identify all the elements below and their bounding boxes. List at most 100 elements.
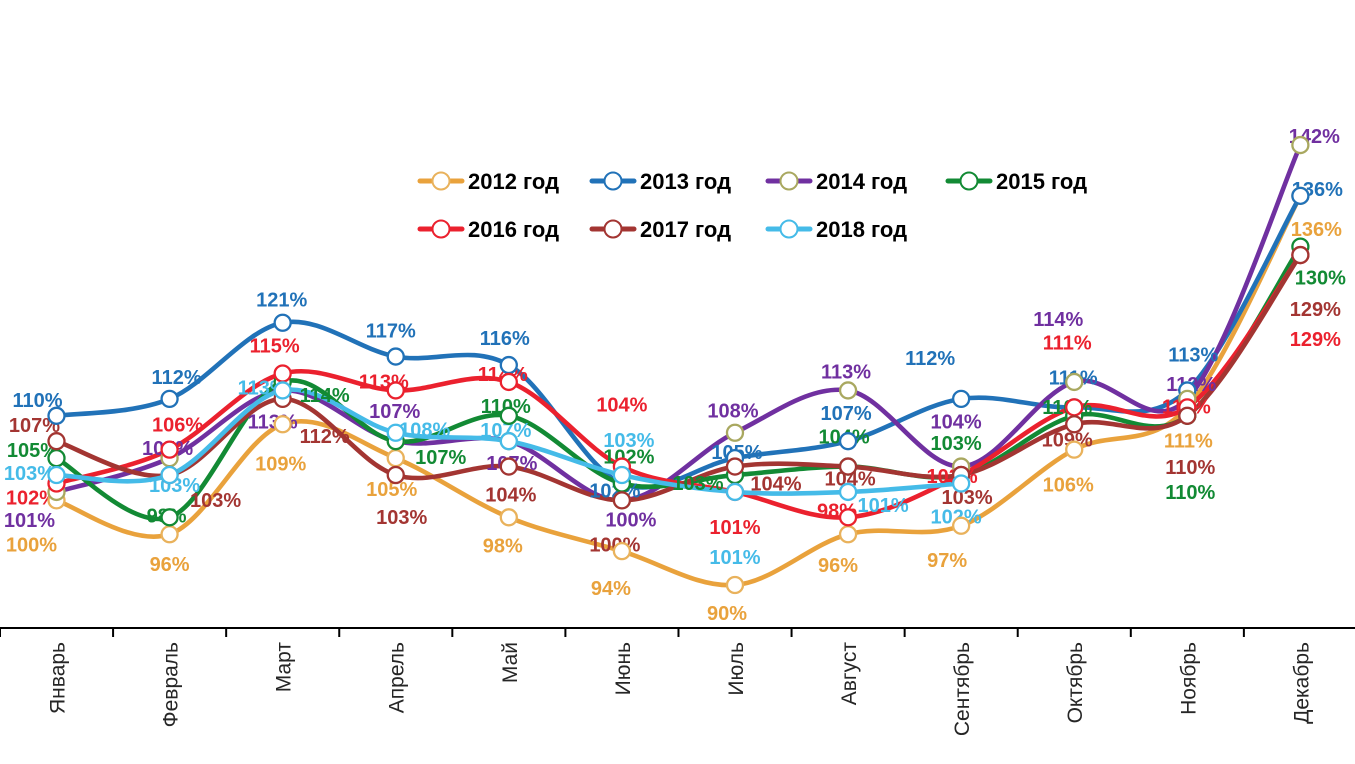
data-label-2016: 111% [1043,332,1092,354]
series-line-2014 [54,142,1303,503]
data-point-2014 [838,381,858,400]
legend-label-2017: 2017 год [640,217,731,242]
data-point-2018 [160,465,179,485]
data-point-2017 [499,457,518,476]
data-label-2012: 90% [707,603,747,625]
legend-swatch-marker-2017 [603,219,623,239]
data-label-2016: 102% [6,487,57,509]
data-point-2016 [160,440,179,459]
data-label-2014: 107% [369,401,420,423]
data-label-2016: 104% [596,395,647,417]
data-label-2018: 103% [4,463,55,485]
x-axis-label: Декабрь [1290,642,1313,724]
data-label-2013: 107% [820,403,871,425]
data-label-2012: 97% [927,550,967,572]
data-point-2018 [725,482,745,502]
data-point-2013 [273,313,292,332]
data-point-2013 [47,406,66,425]
data-point-2012 [273,415,292,434]
data-label-2014: 100% [605,509,656,531]
data-label-2015: 107% [415,447,466,469]
data-point-2013 [951,389,971,409]
data-label-2016: 129% [1290,329,1341,351]
data-point-2015 [499,406,518,425]
data-point-2018 [951,474,971,493]
data-label-2017: 107% [9,415,60,437]
data-label-2012: 105% [366,479,417,501]
data-point-2016 [273,364,292,383]
data-point-2012 [838,525,858,544]
legend-label-2016: 2016 год [468,217,559,242]
data-label-2015: 110% [1165,482,1215,504]
data-label-2012: 111% [1164,430,1213,452]
data-point-2018 [273,381,292,400]
data-label-2018: 103% [149,475,200,497]
data-point-2017 [612,491,632,510]
data-label-2017: 104% [485,485,536,507]
data-label-2014: 113% [821,361,871,383]
data-point-2017 [725,457,745,476]
data-label-2013: 113% [1168,344,1218,366]
data-point-2012 [1065,440,1084,459]
data-point-2013 [1291,186,1310,205]
data-label-2018: 103% [603,430,654,452]
data-label-2017: 104% [750,474,801,496]
legend-swatch-marker-2016 [431,219,451,239]
legend-swatch-marker-2015 [959,171,979,191]
legend-swatch-marker-2012 [431,171,451,191]
data-label-2013: 116% [480,328,530,350]
x-axis-label: Март [273,642,296,693]
data-label-2013: 121% [256,290,307,312]
data-point-2018 [838,482,858,502]
data-point-2013 [499,355,518,375]
x-axis-label: Февраль [160,642,183,727]
data-label-2013: 112% [905,348,955,370]
data-label-2018: 108% [399,420,450,442]
data-label-2018: 107% [480,420,531,442]
data-label-2017: 112% [300,426,350,448]
data-label-2012: 100% [6,534,57,556]
data-label-2016: 106% [152,415,203,437]
data-label-2018: 101% [857,495,908,517]
data-label-2018: 101% [709,547,760,569]
data-point-2017 [386,465,405,485]
series-line-2017 [54,252,1303,503]
data-label-2013: 112% [152,367,202,389]
legend-label-2012: 2012 год [468,169,559,194]
data-point-2012 [951,516,971,535]
data-label-2014: 108% [707,401,758,423]
data-point-2012 [386,448,405,468]
data-point-2018 [386,423,405,442]
data-label-2012: 106% [1043,475,1094,497]
data-label-2017: 104% [824,469,875,491]
data-label-2017: 103% [190,490,241,512]
data-point-2017 [47,432,66,451]
x-axis-label: Ноябрь [1177,642,1200,715]
data-label-2014: 104% [931,412,982,434]
data-label-2012: 96% [150,554,190,576]
data-point-2012 [160,525,179,544]
data-label-2017: 129% [1290,299,1341,321]
data-point-2015 [47,448,66,468]
series-line-2012 [54,193,1303,588]
data-point-2013 [838,432,858,451]
legend-label-2014: 2014 год [816,169,907,194]
data-point-2014 [1291,135,1310,155]
x-axis-label: Май [499,642,522,683]
data-label-2016: 115% [250,336,300,358]
data-point-2018 [499,432,518,451]
data-label-2015: 105% [7,440,58,462]
legend-label-2013: 2013 год [640,169,731,194]
x-axis-label: Апрель [386,642,409,713]
data-label-2015: 110% [481,396,531,418]
data-label-2014: 101% [4,510,55,532]
x-axis-label: Июль [725,642,748,696]
data-point-2013 [386,347,405,366]
data-point-2012 [725,575,745,595]
data-point-2017 [1178,406,1197,425]
legend-swatch-marker-2013 [603,171,623,191]
x-axis-label: Январь [47,642,70,714]
data-point-2012 [499,508,518,527]
data-point-2017 [1291,245,1310,265]
